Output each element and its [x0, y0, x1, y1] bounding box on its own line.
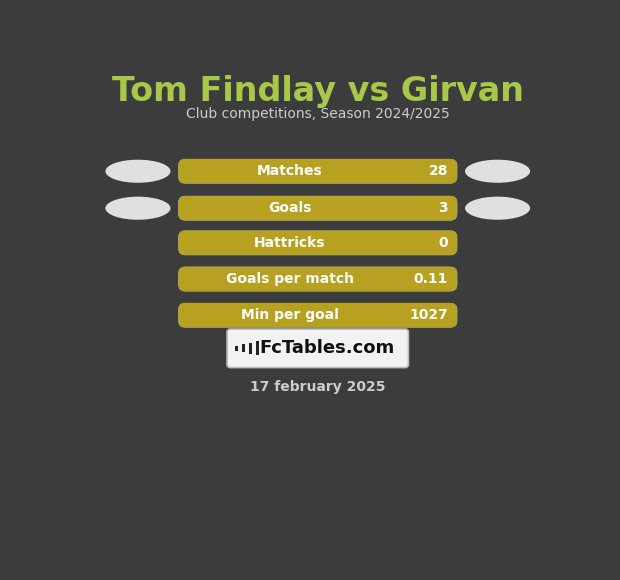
Ellipse shape — [465, 197, 530, 220]
Ellipse shape — [105, 197, 170, 220]
Text: FcTables.com: FcTables.com — [259, 339, 395, 357]
FancyBboxPatch shape — [179, 303, 458, 328]
FancyBboxPatch shape — [179, 267, 458, 291]
FancyBboxPatch shape — [179, 230, 458, 255]
FancyBboxPatch shape — [179, 267, 458, 291]
Bar — [255, 342, 259, 356]
FancyBboxPatch shape — [179, 230, 458, 255]
Text: 0.11: 0.11 — [414, 272, 448, 286]
FancyBboxPatch shape — [179, 159, 458, 183]
Text: Min per goal: Min per goal — [241, 308, 339, 322]
FancyBboxPatch shape — [179, 303, 458, 328]
Text: 1027: 1027 — [409, 308, 448, 322]
Ellipse shape — [465, 160, 530, 183]
Text: 0: 0 — [438, 236, 448, 250]
Text: 17 february 2025: 17 february 2025 — [250, 380, 386, 394]
Text: 3: 3 — [438, 201, 448, 215]
Text: Goals per match: Goals per match — [226, 272, 354, 286]
Bar — [235, 346, 238, 351]
FancyBboxPatch shape — [179, 196, 458, 220]
Text: Tom Findlay vs Girvan: Tom Findlay vs Girvan — [112, 75, 524, 108]
Text: Hattricks: Hattricks — [254, 236, 326, 250]
FancyBboxPatch shape — [227, 329, 409, 368]
Text: 28: 28 — [428, 164, 448, 178]
Ellipse shape — [105, 160, 170, 183]
FancyBboxPatch shape — [179, 159, 458, 183]
Text: Matches: Matches — [257, 164, 323, 178]
FancyBboxPatch shape — [179, 196, 458, 220]
Text: Club competitions, Season 2024/2025: Club competitions, Season 2024/2025 — [186, 107, 450, 121]
Bar — [242, 345, 245, 352]
Text: Goals: Goals — [268, 201, 311, 215]
Bar — [249, 343, 252, 354]
